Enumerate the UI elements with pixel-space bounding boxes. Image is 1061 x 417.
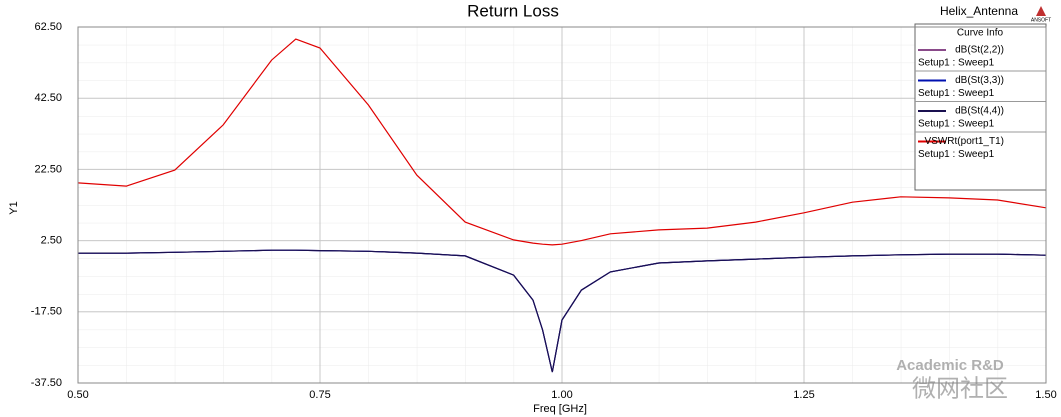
x-axis-title: Freq [GHz] [533,403,587,415]
watermark: Academic R&D [896,357,1004,374]
x-tick-label: 0.50 [67,389,88,401]
legend-setup: Setup1 : Sweep1 [918,119,995,130]
legend-box [914,23,1047,191]
x-tick-label: 1.25 [793,389,814,401]
chart-title: Return Loss [467,1,559,20]
x-tick-label: 0.75 [309,389,330,401]
series-line [77,38,1047,246]
x-tick-label: 1.50 [1035,389,1056,401]
y-tick-label: 42.50 [34,92,62,104]
logo: ANSOFT [1031,17,1051,23]
project-name: Helix_Antenna [940,4,1018,18]
legend-label: dB(St(4,4)) [955,106,1004,117]
watermark-cn: 微网社区 [912,375,1008,402]
legend-setup: Setup1 : Sweep1 [918,88,995,99]
series-line [78,249,1047,373]
legend-label: VSWRt(port1_T1) [925,136,1004,147]
y-tick-label: 62.50 [34,21,62,33]
y-tick-label: -37.50 [31,377,62,389]
x-tick-label: 1.00 [551,389,572,401]
legend-setup: Setup1 : Sweep1 [918,58,995,69]
y-tick-label: -17.50 [31,306,62,318]
y-tick-label: 2.50 [41,235,62,247]
logo-icon [1036,6,1046,16]
y-tick-label: 22.50 [34,163,62,175]
legend-setup: Setup1 : Sweep1 [918,149,995,160]
legend-title: Curve Info [957,28,1004,39]
legend: Curve Info dB(St(2,2)) Setup1 : Sweep1 dB(… [914,23,1047,191]
legend-label: dB(St(3,3)) [955,75,1004,86]
plot-frame [77,26,1047,384]
y-axis-title: Y1 [8,201,20,214]
legend-label: dB(St(2,2)) [955,45,1004,56]
